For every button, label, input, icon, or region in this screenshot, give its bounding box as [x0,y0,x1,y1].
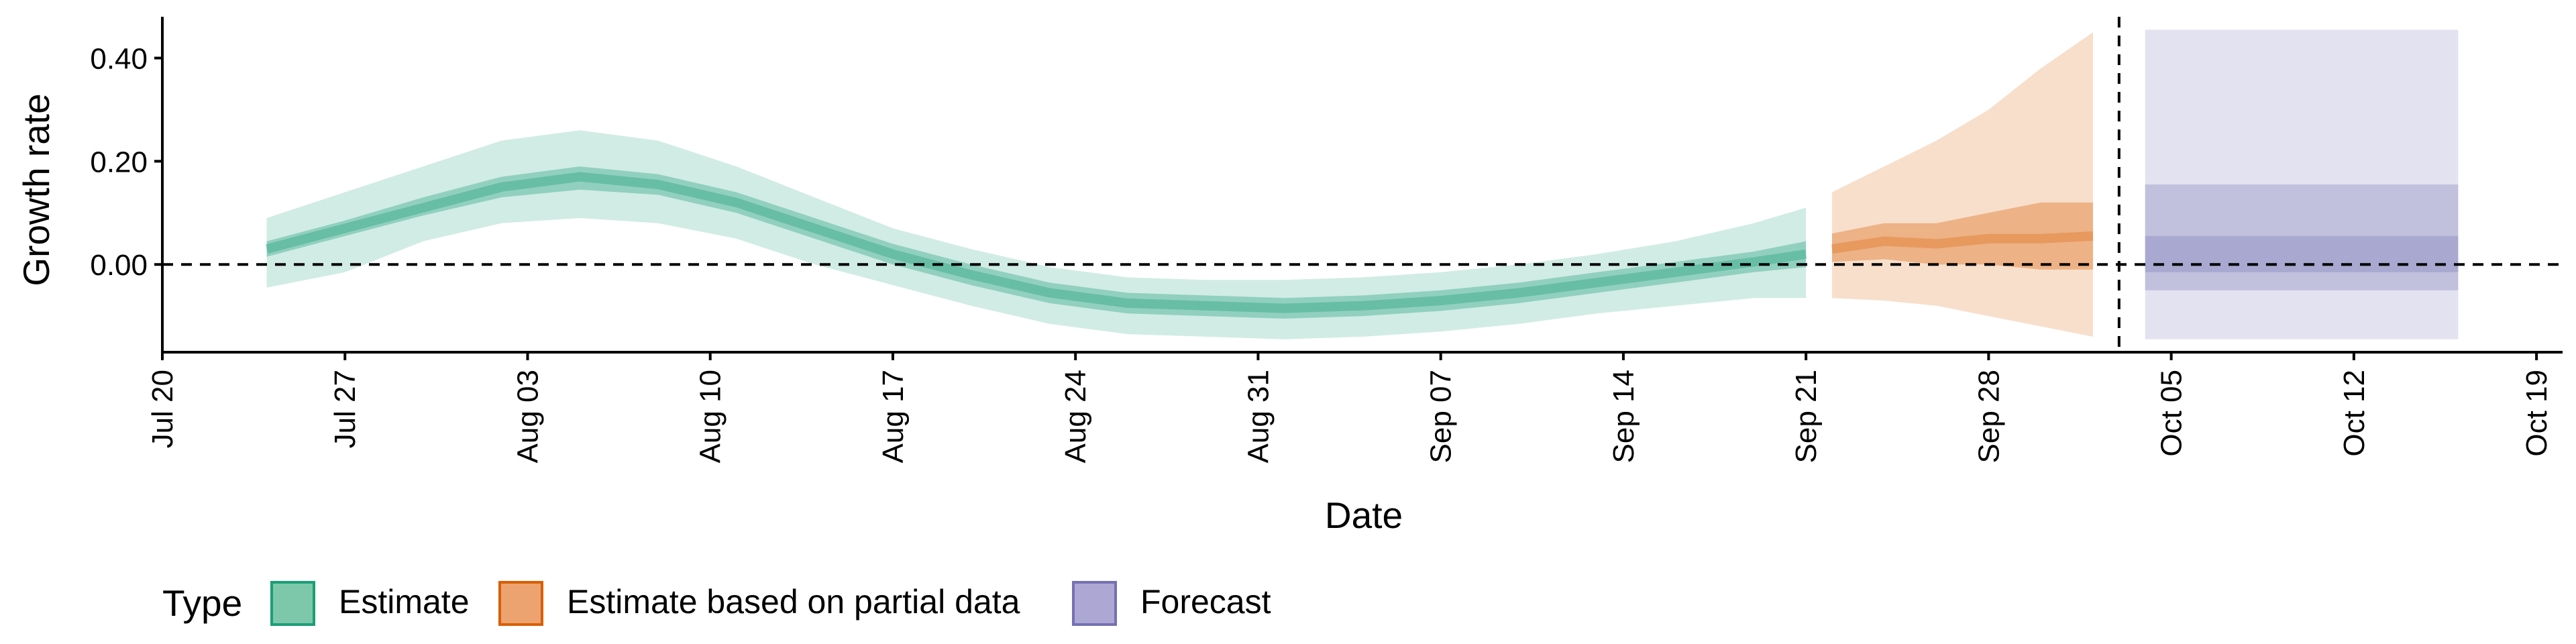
x-tick-label: Aug 03 [512,370,545,463]
reference-lines [162,17,2563,352]
x-tick-label: Sep 14 [1607,370,1640,463]
x-tick-label: Sep 28 [1972,370,2005,463]
x-tick-label: Sep 21 [1790,370,1823,463]
partial-median-line [1831,231,2094,254]
legend: Type Estimate Estimate based on partial da… [162,581,1271,626]
estimate-median-line [265,172,1807,313]
legend-title: Type [162,582,242,624]
bands-layer [265,30,2459,339]
x-tick-label: Oct 12 [2338,370,2371,457]
forecast-30-band [2145,235,2459,272]
legend-label: Forecast [1140,583,1271,621]
y-tick-label: 0.20 [90,146,148,178]
x-tick-label: Jul 27 [329,370,362,448]
legend-label: Estimate [339,583,470,621]
y-tick-label: 0.00 [90,249,148,282]
y-axis-label: Growth rate [15,93,57,286]
partial-90-band [1832,32,2093,337]
partial-50-band [1832,202,2093,270]
x-tick-label: Oct 19 [2520,370,2553,457]
x-tick-label: Aug 17 [877,370,910,463]
legend-swatch [1072,581,1117,626]
y-tick-label: 0.40 [90,43,148,76]
x-tick-label: Oct 05 [2155,370,2188,457]
legend-label: Estimate based on partial data [567,583,1020,621]
legend-swatch [270,581,315,626]
estimate-90-band [266,130,1807,339]
x-tick-label: Aug 10 [694,370,727,463]
x-tick-label: Aug 31 [1242,370,1275,463]
axes-layer: 0.00 0.20 0.40 Jul 20 Jul 27 Aug 03 Aug 10 Aug … [90,17,2563,463]
legend-swatch [498,581,543,626]
x-tick-label: Aug 24 [1059,370,1092,463]
x-tick-label: Sep 07 [1425,370,1458,463]
estimate-50-band [266,166,1807,319]
x-tick-label: Jul 20 [146,370,179,448]
x-axis-label: Date [1325,494,1403,536]
forecast-90-band [2145,30,2459,339]
